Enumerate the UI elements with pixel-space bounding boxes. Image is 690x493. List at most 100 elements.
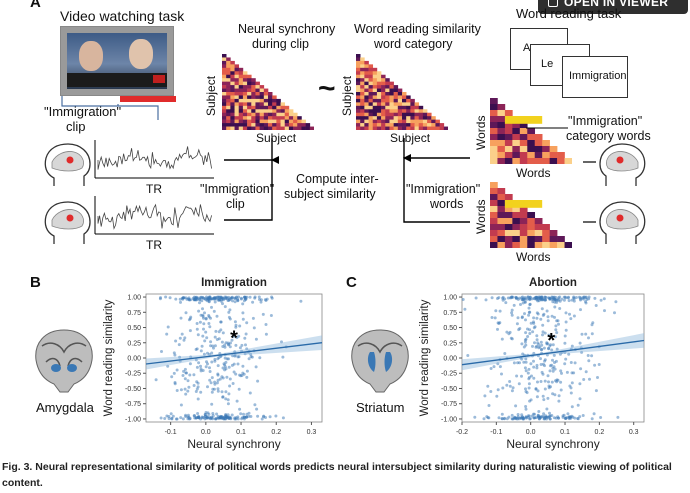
matrix-cell xyxy=(427,119,432,124)
scatter-point xyxy=(591,321,595,325)
scatter-point xyxy=(528,310,532,314)
scatter-point xyxy=(512,361,516,365)
matrix-cell xyxy=(410,102,415,107)
scatter-point xyxy=(221,395,225,399)
scatter-point xyxy=(194,358,198,362)
scatter-point xyxy=(484,298,488,302)
scatter-point xyxy=(245,321,249,325)
scatter-point xyxy=(486,384,490,388)
scatter-point xyxy=(189,355,193,359)
scatter-point xyxy=(232,335,235,339)
scatter-point xyxy=(545,309,549,313)
matrix-cell xyxy=(389,85,394,89)
chart-title: Immigration xyxy=(201,277,267,289)
matrix-cell xyxy=(247,92,252,96)
matrix-cell xyxy=(504,152,513,159)
scatter-point xyxy=(489,390,493,393)
matrix-cell xyxy=(497,200,506,207)
matrix-cell xyxy=(234,109,240,114)
scatter-point xyxy=(546,396,550,400)
matrix-cell xyxy=(490,158,498,164)
matrix-cell xyxy=(490,110,498,117)
scatter-point xyxy=(244,343,247,347)
matrix-cell xyxy=(247,78,252,82)
matrix-cell xyxy=(356,95,361,100)
matrix-cell xyxy=(414,116,420,120)
scatter-point xyxy=(265,297,269,301)
matrix-cell xyxy=(230,98,235,103)
scatter-point xyxy=(567,295,570,299)
matrix-cell xyxy=(402,123,407,127)
scatter-point xyxy=(188,373,192,377)
pointer-line-top xyxy=(526,127,568,129)
scatter-point xyxy=(545,407,549,411)
x-axis-label: Neural synchrony xyxy=(506,437,599,451)
scatter-point xyxy=(231,382,235,385)
scatter-point xyxy=(186,389,190,393)
scatter-point xyxy=(547,384,551,388)
scatter-point xyxy=(516,413,520,416)
words-x-label-1: Words xyxy=(516,166,551,180)
tr-label-1: TR xyxy=(146,182,162,196)
matrix-cell xyxy=(234,95,240,100)
x-tick-label: 0.2 xyxy=(594,429,604,436)
scatter-point xyxy=(596,376,599,379)
video-image xyxy=(67,33,167,89)
scatter-point xyxy=(551,366,555,370)
matrix-cell xyxy=(284,126,290,130)
scatter-point xyxy=(221,345,225,348)
matrix-cell xyxy=(360,74,365,79)
matrix-cell xyxy=(297,119,302,124)
matrix-cell xyxy=(234,78,240,82)
matrix-cell xyxy=(414,126,420,130)
matrix-cell xyxy=(276,112,281,117)
matrix-cell xyxy=(360,71,365,76)
scatter-chart-immigration: Immigration Neural synchrony Word reading … xyxy=(103,277,323,451)
matrix-cell xyxy=(414,102,420,107)
matrix-cell xyxy=(549,146,558,153)
scatter-point xyxy=(559,369,563,373)
scatter-point xyxy=(553,315,556,319)
scatter-point xyxy=(214,329,218,333)
matrix-cell xyxy=(512,146,521,153)
matrix-cell xyxy=(293,123,298,127)
scatter-point xyxy=(203,311,206,315)
matrix-cell xyxy=(389,98,394,103)
matrix-cell xyxy=(255,119,260,124)
scatter-point xyxy=(599,298,603,302)
scatter-point xyxy=(186,417,190,421)
matrix-cell xyxy=(226,116,231,120)
matrix-cell xyxy=(293,112,298,117)
words-mid-line1: "Immigration" xyxy=(406,182,481,196)
matrix-cell xyxy=(276,102,281,107)
scatter-point xyxy=(557,399,561,403)
scatter-point xyxy=(517,382,521,386)
matrix-cell xyxy=(549,152,558,159)
scatter-point xyxy=(599,416,603,419)
x-tick-label: -0.2 xyxy=(456,429,468,436)
matrix-cell xyxy=(259,95,265,100)
matrix-cell xyxy=(222,67,227,72)
scatter-point xyxy=(224,390,228,394)
matrix-cell xyxy=(364,95,369,100)
scatter-point xyxy=(204,316,208,320)
matrix-cell xyxy=(418,126,424,130)
matrix-cell xyxy=(385,85,390,89)
open-in-viewer-button[interactable]: OPEN IN VIEWER xyxy=(538,0,688,14)
scatter-point xyxy=(548,411,551,415)
matrix-cell xyxy=(427,112,432,117)
matrix-cell xyxy=(527,140,536,147)
scatter-point xyxy=(254,337,258,341)
matrix-cell xyxy=(397,98,403,103)
matrix-cell xyxy=(527,224,536,231)
scatter-point xyxy=(543,379,547,383)
scatter-point xyxy=(204,330,208,334)
matrix-cell xyxy=(402,126,407,130)
matrix-cell xyxy=(512,152,521,159)
scatter-point xyxy=(461,298,465,301)
scatter-point xyxy=(196,381,200,385)
scatter-point xyxy=(523,340,527,344)
matrix-cell xyxy=(259,126,265,130)
scatter-point xyxy=(537,410,541,413)
matrix-cell xyxy=(549,236,558,243)
